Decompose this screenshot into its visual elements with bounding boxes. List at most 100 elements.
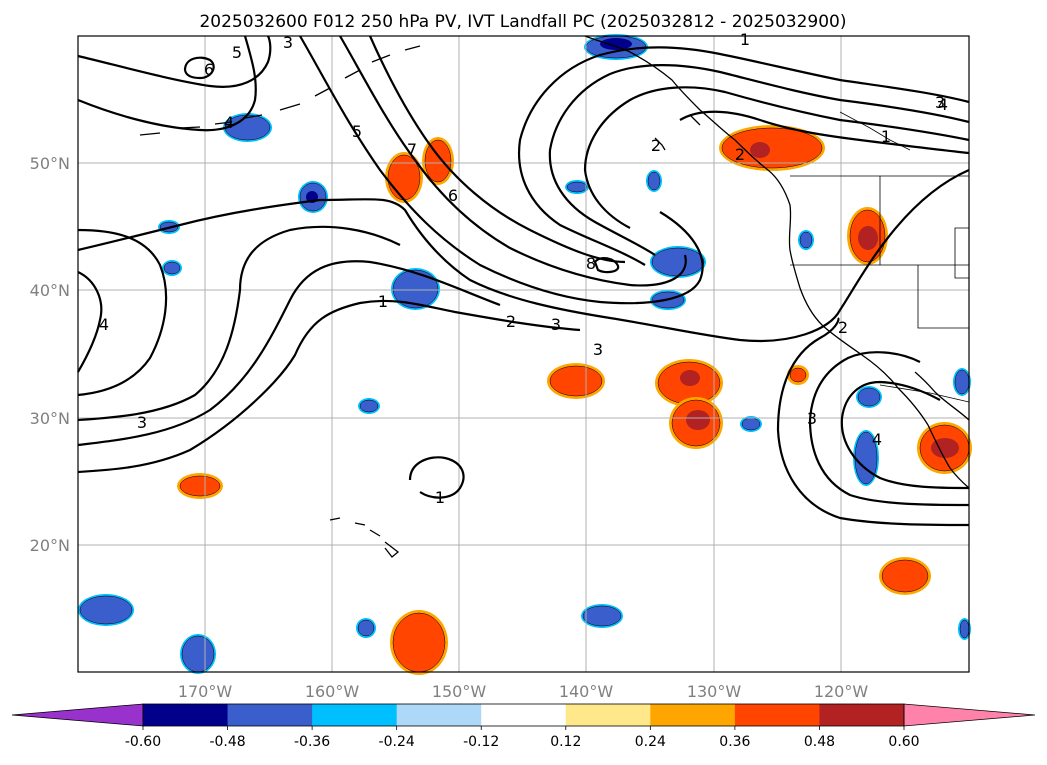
- contour-north-2: [77, 35, 257, 132]
- positive-pv-anomaly: [881, 559, 929, 593]
- negative-pv-anomaly: [582, 605, 622, 627]
- political-borders: [790, 111, 970, 403]
- contour-west-3: [77, 228, 168, 397]
- baja-gulf-coast: [914, 371, 970, 421]
- colorbar-bin: [565, 704, 651, 726]
- contour-ridge-2: [548, 64, 970, 256]
- latitude-labels: 50°N 40°N 30°N 20°N: [30, 154, 70, 555]
- negative-pv-anomaly: [954, 369, 970, 395]
- pv-contours: [77, 35, 970, 527]
- colorbar-bin: [734, 704, 820, 726]
- positive-pv-anomaly: [392, 612, 446, 673]
- haida-gwaii: [654, 114, 701, 151]
- contour-label: 4: [99, 315, 109, 334]
- contour-west-4: [77, 271, 103, 373]
- negative-pv-anomaly: [959, 619, 970, 639]
- contour-label: 1: [435, 488, 445, 507]
- colorbar-extend-high: [903, 703, 1036, 727]
- negative-pv-anomaly: [566, 181, 588, 193]
- lat-label: 20°N: [30, 536, 70, 555]
- contour-label: 2: [651, 136, 661, 155]
- colorbar-tick-label: -0.12: [463, 734, 499, 750]
- lat-label: 40°N: [30, 281, 70, 300]
- colorbar-frame: [142, 703, 905, 727]
- colorbar-bin: [143, 704, 229, 726]
- contour-socal-mid: [808, 351, 970, 507]
- contour-label: 5: [352, 122, 362, 141]
- contour-label: 6: [204, 60, 214, 79]
- contour-label: 2: [735, 145, 745, 164]
- colorbar-bin: [227, 704, 313, 726]
- colorbar-tick-label: -0.24: [379, 734, 415, 750]
- strong-positive-pv: [750, 142, 770, 158]
- contour-ridge-1: [518, 46, 970, 266]
- colorbar-bin: [396, 704, 482, 726]
- contour-ridge-3: [583, 86, 970, 229]
- contour-label: 2: [506, 312, 516, 331]
- colorbar-tick-label: 0.60: [888, 734, 919, 750]
- positive-pv-anomaly: [424, 139, 452, 183]
- contour-ridge-4: [679, 110, 970, 155]
- contour-7: [368, 35, 626, 264]
- negative-pv-anomaly: [79, 595, 133, 625]
- colorbar-bin: [819, 704, 905, 726]
- lon-label: 130°W: [687, 682, 742, 701]
- pv-shading: [78, 34, 972, 675]
- positive-pv-anomaly: [721, 127, 823, 169]
- map-frame: [77, 35, 970, 673]
- gridlines: [78, 36, 969, 672]
- contour-label: 1: [881, 127, 891, 146]
- negative-pv-anomaly: [359, 399, 379, 413]
- contour-label: 4: [938, 95, 948, 114]
- negative-pv-anomaly: [181, 635, 215, 673]
- lon-label: 150°W: [432, 682, 487, 701]
- lon-label: 170°W: [178, 682, 233, 701]
- positive-pv-anomaly: [179, 475, 221, 497]
- hawaiian-islands: [329, 517, 400, 558]
- negative-pv-anomaly: [651, 247, 705, 277]
- contour-1-low: [408, 456, 465, 499]
- contour-north-1: [77, 35, 272, 88]
- contour-label: 5: [232, 43, 242, 62]
- negative-pv-anomaly: [357, 619, 375, 637]
- negative-pv-anomaly: [647, 171, 661, 191]
- negative-pv-anomaly: [741, 417, 761, 431]
- figure-title: 2025032600 F012 250 hPa PV, IVT Landfall…: [199, 12, 846, 32]
- contour-label: 1: [740, 30, 750, 49]
- contour-ne-4: [183, 56, 215, 80]
- contour-label: 8: [586, 254, 596, 273]
- contour-2: [77, 260, 501, 447]
- colorbar: -0.60 -0.48 -0.36 -0.24 -0.12 0.12 0.24 0.36 0.4…: [11, 703, 1036, 750]
- contour-label: 3: [807, 409, 817, 428]
- contour-6: [339, 35, 687, 287]
- colorbar-tick-label: -0.48: [209, 734, 245, 750]
- colorbar-tick-label: -0.36: [294, 734, 330, 750]
- positive-pv-anomaly: [789, 367, 807, 383]
- strong-positive-pv: [931, 438, 959, 458]
- strong-positive-pv: [858, 226, 878, 250]
- lat-label: 30°N: [30, 409, 70, 428]
- negative-pv-anomaly: [857, 387, 881, 407]
- lon-label: 120°W: [814, 682, 869, 701]
- contour-label: 3: [283, 33, 293, 52]
- colorbar-tick-label: -0.60: [125, 734, 161, 750]
- map-panel: 1 2 3 3 4 5 6 7 8 1 2 3 4 5 6 1 2 4 3 2 …: [77, 30, 972, 675]
- longitude-labels: 170°W 160°W 150°W 140°W 130°W 120°W: [178, 682, 869, 701]
- colorbar-bin: [312, 704, 398, 726]
- lat-label: 50°N: [30, 154, 70, 173]
- positive-pv-anomaly: [549, 365, 603, 397]
- colorbar-bin: [650, 704, 736, 726]
- contour-label: 3: [551, 315, 561, 334]
- negative-pv-anomaly: [392, 269, 439, 309]
- contour-socal-outer: [776, 317, 970, 527]
- colorbar-tick-label: 0.12: [550, 734, 581, 750]
- colorbar-bin: [481, 704, 567, 726]
- contour-5: [299, 35, 704, 305]
- colorbar-tick-label: 0.48: [804, 734, 835, 750]
- negative-pv-anomaly: [163, 261, 181, 275]
- colorbar-tick-label: 0.36: [719, 734, 750, 750]
- contour-label: 3: [935, 93, 945, 112]
- contour-socal-inner: [840, 380, 970, 490]
- contour-1-main: [77, 168, 970, 342]
